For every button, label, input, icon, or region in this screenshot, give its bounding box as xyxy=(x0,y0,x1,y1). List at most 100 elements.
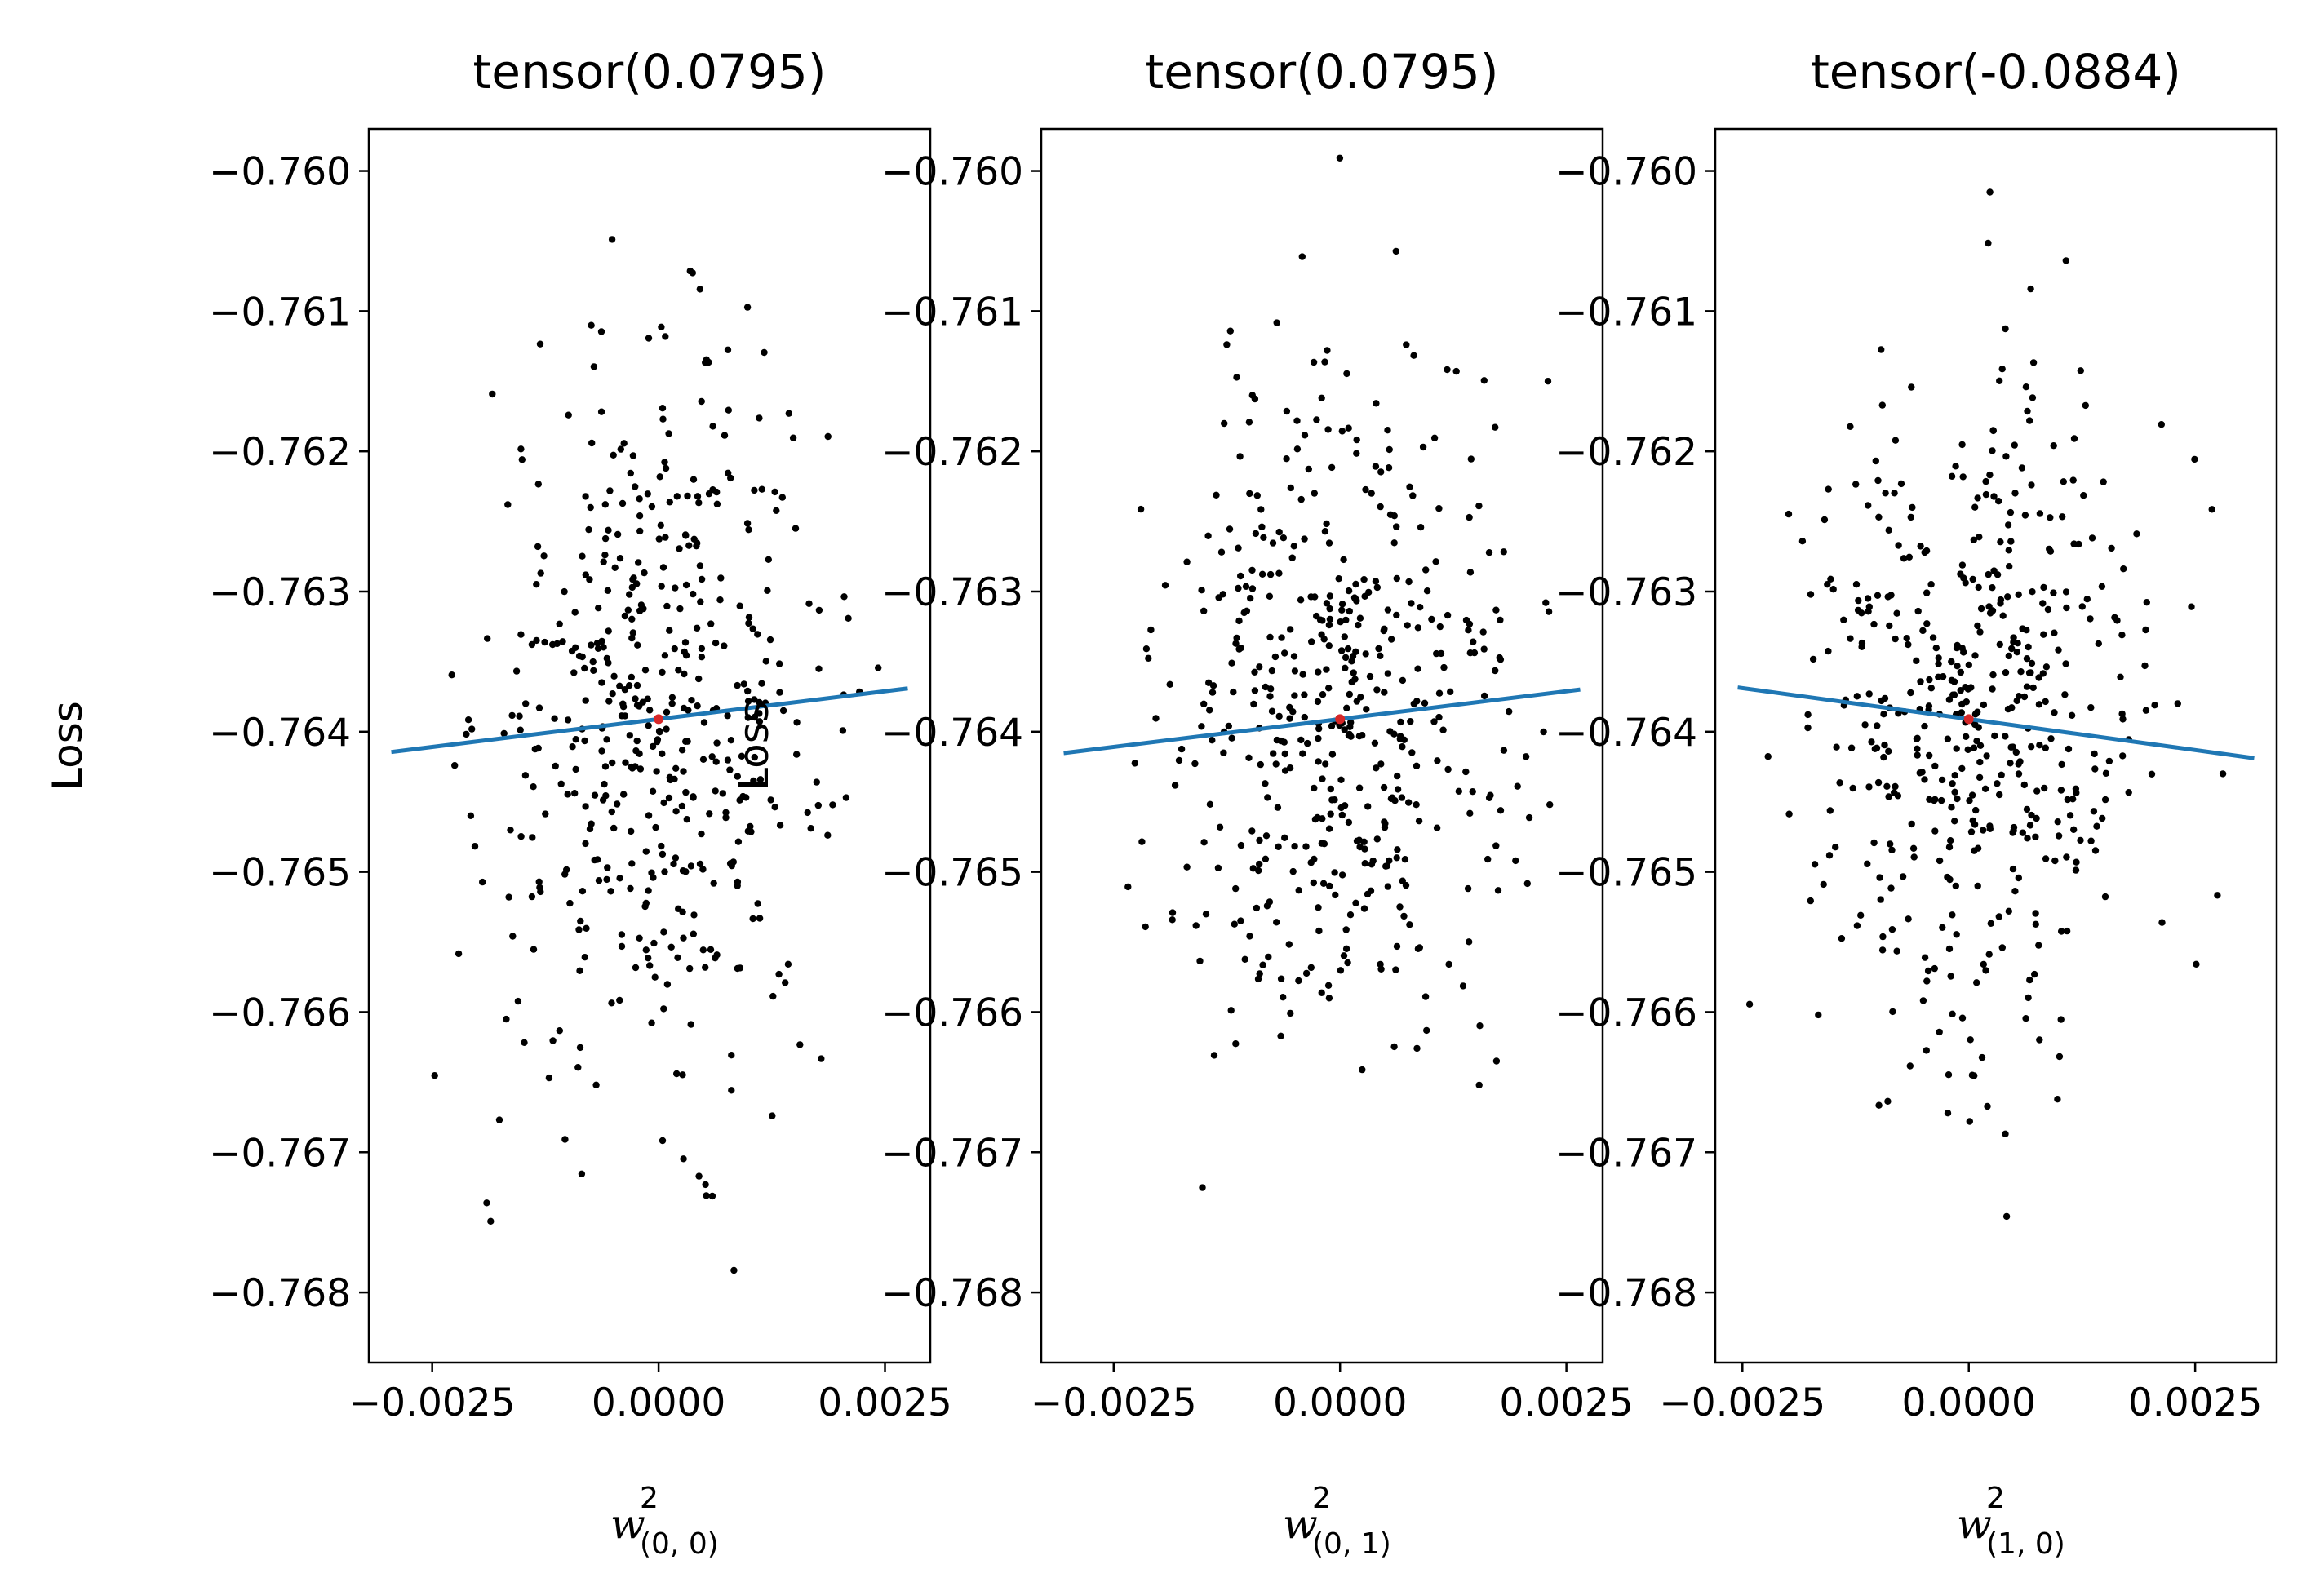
scatter-point xyxy=(1202,911,1210,918)
scatter-point xyxy=(645,955,652,962)
scatter-point xyxy=(1285,941,1293,948)
scatter-point xyxy=(1289,867,1297,875)
scatter-point xyxy=(581,954,588,961)
scatter-point xyxy=(588,439,596,447)
scatter-point xyxy=(1262,855,1270,863)
scatter-point xyxy=(1985,570,1992,578)
scatter-point xyxy=(1998,944,2006,951)
scatter-point xyxy=(1406,921,1413,928)
scatter-point xyxy=(626,732,633,739)
scatter-point xyxy=(1415,818,1423,825)
scatter-point xyxy=(1297,495,1305,503)
scatter-point xyxy=(1836,779,1843,787)
scatter-point xyxy=(1514,782,1521,790)
scatter-point xyxy=(1986,822,1994,830)
scatter-point xyxy=(1959,473,1967,481)
scatter-point xyxy=(707,946,715,954)
scatter-point xyxy=(2009,865,2017,873)
scatter-point xyxy=(668,700,676,707)
scatter-point xyxy=(1298,253,1306,260)
scatter-point xyxy=(662,333,669,340)
scatter-point xyxy=(725,406,732,414)
scatter-point xyxy=(1999,612,2007,619)
scatter-point xyxy=(517,832,525,840)
scatter-point xyxy=(2082,401,2089,410)
scatter-point xyxy=(656,729,663,736)
scatter-point xyxy=(1829,586,1837,593)
scatter-point xyxy=(618,931,626,938)
scatter-point xyxy=(1251,395,1259,403)
scatter-point xyxy=(1138,838,1146,845)
scatter-point xyxy=(645,335,653,342)
subplot-title: tensor(0.0795) xyxy=(473,44,827,100)
scatter-point xyxy=(1390,730,1398,738)
scatter-point xyxy=(603,875,610,884)
scatter-point xyxy=(2078,603,2086,610)
scatter-point xyxy=(1327,810,1334,818)
scatter-point xyxy=(1469,788,1476,796)
scatter-point xyxy=(660,1005,667,1013)
scatter-point xyxy=(707,620,715,627)
scatter-point xyxy=(659,1137,667,1145)
scatter-point xyxy=(598,679,605,686)
scatter-point xyxy=(2027,285,2034,293)
scatter-point xyxy=(1884,1097,1892,1106)
scatter-point xyxy=(1840,616,1847,623)
scatter-point xyxy=(1826,807,1834,814)
scatter-point xyxy=(1388,636,1395,643)
scatter-point xyxy=(455,950,463,958)
scatter-point xyxy=(698,830,705,838)
scatter-point xyxy=(2036,742,2043,749)
scatter-point xyxy=(1372,463,1380,470)
scatter-point xyxy=(1917,678,1924,685)
y-tick-label: −0.765 xyxy=(209,851,351,896)
scatter-point xyxy=(2018,464,2026,472)
scatter-point xyxy=(607,888,614,895)
scatter-point xyxy=(1986,471,1994,479)
scatter-point xyxy=(1466,649,1475,657)
scatter-point xyxy=(1985,239,1992,247)
scatter-point xyxy=(1325,642,1333,649)
scatter-point xyxy=(1366,672,1374,680)
scatter-point xyxy=(1315,904,1322,911)
scatter-point xyxy=(626,591,633,598)
scatter-point xyxy=(1414,665,1421,672)
scatter-point xyxy=(769,1112,776,1119)
scatter-point xyxy=(604,587,612,594)
scatter-point xyxy=(641,902,649,911)
scatter-point xyxy=(1256,970,1263,977)
scatter-point xyxy=(2072,785,2080,792)
scatter-point xyxy=(1545,608,1553,615)
scatter-point xyxy=(1470,638,1477,645)
scatter-point xyxy=(650,874,657,881)
scatter-point xyxy=(1410,352,1417,359)
scatter-point xyxy=(712,955,719,962)
scatter-point xyxy=(1998,366,2006,373)
scatter-point xyxy=(1917,543,1924,550)
scatter-point xyxy=(636,512,644,520)
scatter-point xyxy=(776,660,783,667)
scatter-point xyxy=(1360,905,1368,912)
scatter-point xyxy=(1321,358,1328,366)
scatter-point xyxy=(1364,803,1372,810)
scatter-point xyxy=(1980,827,1987,834)
scatter-point xyxy=(676,605,684,613)
scatter-point xyxy=(1958,764,1966,773)
scatter-point xyxy=(1995,498,2002,505)
scatter-point xyxy=(536,340,544,348)
scatter-point xyxy=(505,893,512,901)
scatter-point xyxy=(2108,544,2115,552)
scatter-point xyxy=(1865,502,1872,509)
scatter-point xyxy=(673,493,681,500)
scatter-point xyxy=(726,860,734,867)
scatter-point xyxy=(1889,1008,1896,1016)
scatter-point xyxy=(663,725,670,733)
scatter-point xyxy=(1291,843,1298,850)
scatter-point xyxy=(773,507,780,514)
scatter-point xyxy=(1455,787,1463,795)
scatter-point xyxy=(632,747,640,755)
scatter-point xyxy=(1864,860,1871,868)
scatter-point xyxy=(1251,687,1259,694)
scatter-point xyxy=(1318,840,1326,847)
scatter-point xyxy=(1283,407,1291,415)
